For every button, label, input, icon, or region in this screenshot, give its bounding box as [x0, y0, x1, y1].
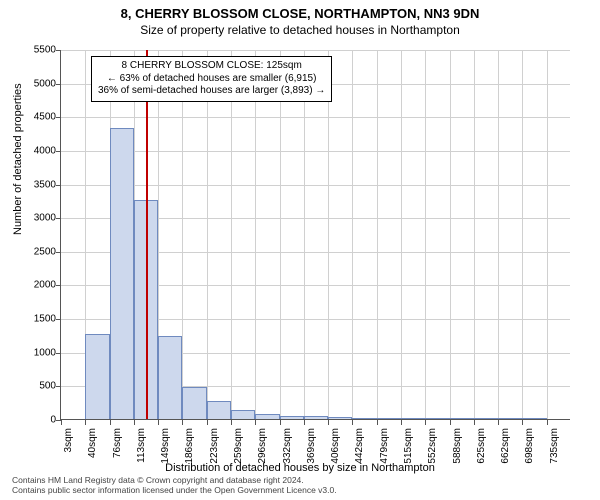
x-tick-label: 149sqm — [160, 392, 171, 428]
grid-line-vertical — [328, 50, 329, 419]
grid-line-horizontal — [61, 151, 570, 152]
x-tick-label: 406sqm — [330, 392, 341, 428]
annotation-line: 36% of semi-detached houses are larger (… — [98, 85, 325, 98]
grid-line-vertical — [498, 50, 499, 419]
grid-line-vertical — [474, 50, 475, 419]
annotation-line: 8 CHERRY BLOSSOM CLOSE: 125sqm — [98, 60, 325, 73]
reference-line — [146, 50, 148, 419]
x-tick-mark — [474, 420, 475, 425]
y-tick-mark — [56, 319, 61, 320]
y-tick-mark — [56, 84, 61, 85]
grid-line-vertical — [401, 50, 402, 419]
annotation-box: 8 CHERRY BLOSSOM CLOSE: 125sqm← 63% of d… — [91, 56, 332, 102]
y-tick-mark — [56, 50, 61, 51]
x-tick-label: 3sqm — [63, 404, 74, 428]
x-tick-label: 296sqm — [257, 392, 268, 428]
y-tick-mark — [56, 285, 61, 286]
grid-line-vertical — [207, 50, 208, 419]
y-tick-mark — [56, 252, 61, 253]
y-tick-label: 1500 — [16, 314, 56, 325]
page-title: 8, CHERRY BLOSSOM CLOSE, NORTHAMPTON, NN… — [0, 0, 600, 21]
x-tick-label: 113sqm — [136, 393, 147, 428]
page-subtitle: Size of property relative to detached ho… — [0, 23, 600, 37]
x-tick-mark — [231, 420, 232, 425]
x-tick-label: 442sqm — [354, 392, 365, 428]
x-tick-mark — [304, 420, 305, 425]
y-tick-mark — [56, 353, 61, 354]
x-tick-mark — [110, 420, 111, 425]
x-tick-mark — [207, 420, 208, 425]
x-tick-mark — [450, 420, 451, 425]
x-tick-label: 662sqm — [500, 392, 511, 428]
y-tick-label: 2500 — [16, 246, 56, 257]
x-axis-label: Distribution of detached houses by size … — [0, 462, 600, 474]
x-tick-label: 259sqm — [233, 392, 244, 428]
x-tick-mark — [498, 420, 499, 425]
grid-line-vertical — [255, 50, 256, 419]
x-tick-mark — [377, 420, 378, 425]
x-tick-label: 186sqm — [184, 392, 195, 428]
grid-line-vertical — [522, 50, 523, 419]
x-tick-label: 223sqm — [209, 392, 220, 428]
x-tick-label: 40sqm — [87, 398, 98, 428]
grid-line-vertical — [450, 50, 451, 419]
x-tick-mark — [280, 420, 281, 425]
x-tick-label: 515sqm — [403, 392, 414, 428]
y-tick-mark — [56, 218, 61, 219]
chart-area: 8 CHERRY BLOSSOM CLOSE: 125sqm← 63% of d… — [60, 50, 570, 420]
x-tick-label: 332sqm — [282, 392, 293, 428]
x-tick-mark — [328, 420, 329, 425]
x-tick-mark — [61, 420, 62, 425]
grid-line-horizontal — [61, 117, 570, 118]
footer-attribution: Contains HM Land Registry data © Crown c… — [12, 476, 337, 496]
grid-line-vertical — [352, 50, 353, 419]
grid-line-vertical — [182, 50, 183, 419]
footer-line-2: Contains public sector information licen… — [12, 486, 337, 496]
x-tick-label: 479sqm — [379, 392, 390, 428]
x-tick-mark — [401, 420, 402, 425]
grid-line-vertical — [377, 50, 378, 419]
x-tick-label: 369sqm — [306, 392, 317, 428]
grid-line-horizontal — [61, 185, 570, 186]
x-tick-mark — [158, 420, 159, 425]
y-tick-mark — [56, 117, 61, 118]
y-tick-label: 2000 — [16, 280, 56, 291]
y-tick-mark — [56, 151, 61, 152]
y-tick-label: 4500 — [16, 112, 56, 123]
x-tick-label: 588sqm — [452, 392, 463, 428]
grid-line-vertical — [280, 50, 281, 419]
x-tick-label: 625sqm — [476, 392, 487, 428]
grid-line-horizontal — [61, 50, 570, 51]
x-tick-label: 698sqm — [524, 392, 535, 428]
x-tick-label: 552sqm — [427, 392, 438, 428]
x-tick-mark — [547, 420, 548, 425]
grid-line-vertical — [547, 50, 548, 419]
y-tick-mark — [56, 185, 61, 186]
y-tick-label: 5000 — [16, 78, 56, 89]
y-tick-label: 0 — [16, 415, 56, 426]
y-tick-label: 1000 — [16, 347, 56, 358]
grid-line-vertical — [304, 50, 305, 419]
grid-line-vertical — [425, 50, 426, 419]
x-tick-label: 76sqm — [112, 398, 123, 428]
annotation-line: ← 63% of detached houses are smaller (6,… — [98, 73, 325, 86]
plot-area: 8 CHERRY BLOSSOM CLOSE: 125sqm← 63% of d… — [60, 50, 570, 420]
x-tick-mark — [134, 420, 135, 425]
x-tick-label: 735sqm — [549, 392, 560, 428]
y-tick-label: 4000 — [16, 145, 56, 156]
y-tick-label: 5500 — [16, 45, 56, 56]
y-tick-label: 3000 — [16, 213, 56, 224]
y-tick-label: 3500 — [16, 179, 56, 190]
y-tick-label: 500 — [16, 381, 56, 392]
histogram-bar — [110, 128, 134, 419]
grid-line-vertical — [231, 50, 232, 419]
y-tick-mark — [56, 386, 61, 387]
